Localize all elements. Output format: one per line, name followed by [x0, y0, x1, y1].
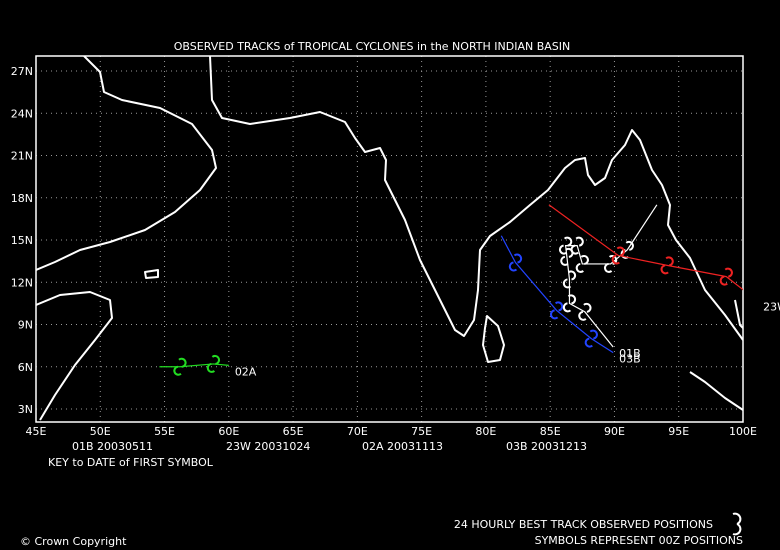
- lon-tick-label: 45E: [26, 425, 47, 438]
- track-label: 23W: [763, 301, 780, 314]
- key-entry: 23W 20031024: [226, 440, 310, 453]
- lon-tick-label: 65E: [283, 425, 304, 438]
- lat-tick-label: 21N: [11, 150, 33, 163]
- cyclone-symbol: [570, 236, 584, 255]
- cyclone-symbol: [549, 301, 564, 320]
- coast-arabia: [36, 56, 217, 271]
- lon-tick-label: 100E: [729, 425, 757, 438]
- track-line: [500, 235, 614, 354]
- map-title: OBSERVED TRACKS of TROPICAL CYCLONES in …: [174, 40, 570, 53]
- lon-tick-label: 55E: [154, 425, 175, 438]
- coast-somalia: [36, 291, 113, 421]
- lat-tick-label: 15N: [11, 234, 33, 247]
- lon-tick-label: 75E: [411, 425, 432, 438]
- cyclone-symbol: [578, 302, 592, 321]
- cyclone-symbol: [562, 270, 577, 289]
- copyright: © Crown Copyright: [20, 535, 127, 548]
- lon-tick-label: 95E: [668, 425, 689, 438]
- track-line: [548, 204, 743, 291]
- cyclone-symbol: [173, 357, 187, 376]
- map-frame: [35, 55, 744, 423]
- legend-line-2: SYMBOLS REPRESENT 00Z POSITIONS: [535, 534, 743, 547]
- cyclone-symbol: [562, 294, 577, 313]
- cyclone-symbol: [508, 253, 523, 272]
- lon-tick-label: 70E: [347, 425, 368, 438]
- labels: 27N 24N 21N 18N 15N 12N 9N 6N 3N 45E 50E 55E 60E 65E 7…: [11, 65, 780, 438]
- key-caption: KEY to DATE of FIRST SYMBOL: [48, 456, 214, 469]
- tracks: [159, 204, 743, 376]
- track-label: 01B: [619, 347, 641, 360]
- cyclone-symbol: [611, 246, 625, 265]
- legend-line-1: 24 HOURLY BEST TRACK OBSERVED POSITIONS: [454, 518, 713, 531]
- cyclone-symbol: [206, 354, 221, 373]
- lat-tick-label: 6N: [18, 361, 33, 374]
- lon-tick-label: 80E: [475, 425, 496, 438]
- lat-tick-label: 12N: [11, 276, 33, 289]
- key-entry: 01B 20030511: [72, 440, 153, 453]
- lon-tick-label: 60E: [218, 425, 239, 438]
- cyclone-symbol: [584, 329, 598, 348]
- coast-malay: [689, 371, 743, 411]
- lon-tick-label: 85E: [540, 425, 561, 438]
- key-entry: 03B 20031213: [506, 440, 587, 453]
- cyclone-symbol: [660, 256, 674, 275]
- key-entry: 02A 20031113: [362, 440, 443, 453]
- lat-tick-label: 3N: [18, 403, 33, 416]
- lat-tick-label: 18N: [11, 192, 33, 205]
- lon-tick-label: 90E: [604, 425, 625, 438]
- coastlines: [36, 56, 743, 421]
- lat-tick-label: 24N: [11, 107, 33, 120]
- lat-tick-label: 27N: [11, 65, 33, 78]
- coast-sri-lanka: [482, 315, 505, 363]
- cyclone-symbol: [575, 254, 589, 273]
- cyclone-symbol: [719, 267, 733, 286]
- cyclone-symbol: [558, 236, 573, 255]
- coast-iran-india: [209, 56, 743, 341]
- coast-socotra: [144, 269, 159, 279]
- track-label: 03B: [619, 353, 641, 366]
- track-label: 02A: [235, 365, 257, 378]
- lat-tick-label: 9N: [18, 319, 33, 332]
- lon-tick-label: 50E: [90, 425, 111, 438]
- track-line: [159, 363, 229, 368]
- cyclone-symbol-legend: [732, 512, 742, 536]
- coast-andaman: [734, 299, 743, 329]
